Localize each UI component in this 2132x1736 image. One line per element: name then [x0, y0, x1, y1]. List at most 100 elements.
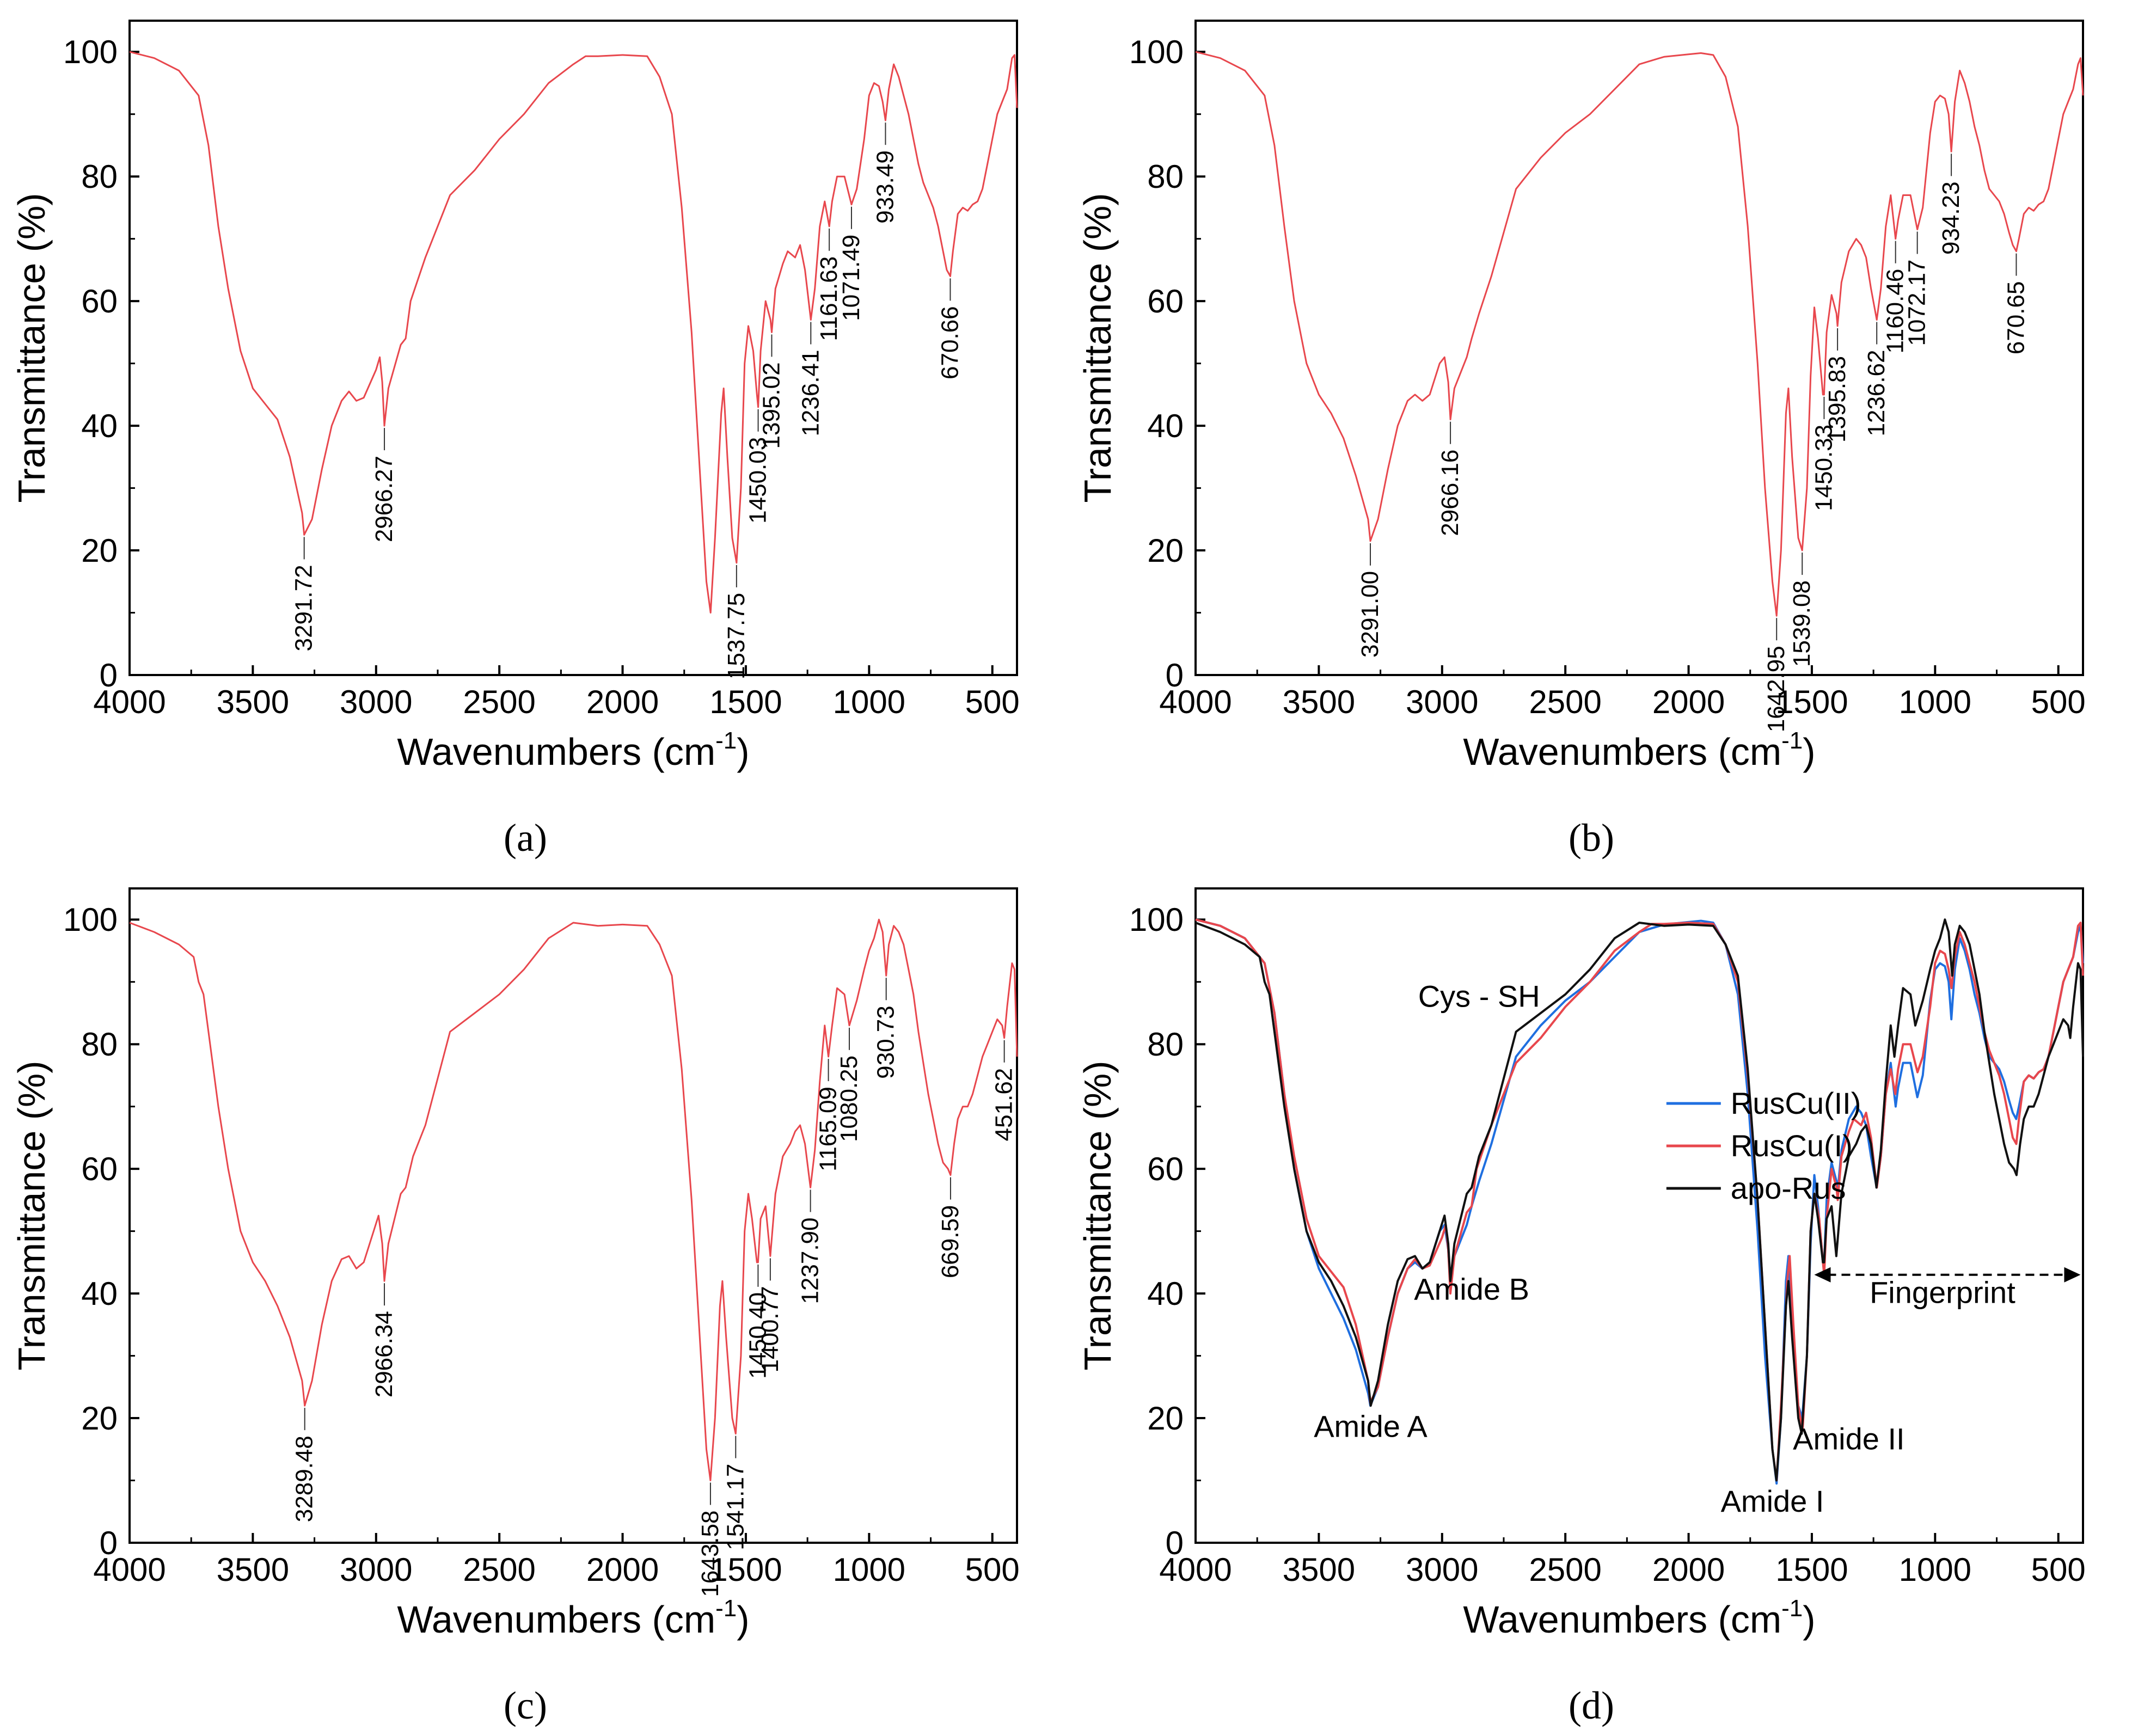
y-tick-label: 40 — [1147, 1275, 1184, 1312]
peak-label: 1071.49 — [838, 235, 865, 321]
caption-a: (a) — [504, 816, 547, 860]
series-line-0 — [1195, 51, 2084, 617]
x-tick-label: 500 — [2031, 1551, 2086, 1588]
ftir-chart-d: 4000 3500 3000 2500 2000 1500 1000 500 0 20 40 60 80… — [1076, 887, 2086, 1641]
x-tick-label: 3500 — [217, 1551, 289, 1588]
peak-label: 2966.16 — [1437, 450, 1463, 536]
peak-label: 1537.75 — [723, 593, 750, 679]
x-tick-label: 500 — [965, 1551, 1020, 1588]
series-line-ruscu-ii- — [1195, 918, 2084, 1485]
x-tick-label: 3000 — [1406, 684, 1478, 720]
band-label: Amide II — [1793, 1421, 1904, 1456]
x-axis-label: Wavenumbers (cm-1) — [1463, 1595, 1815, 1641]
ftir-chart-b: 4000 3500 3000 2500 2000 1500 1000 500 0 20 40 60 80… — [1076, 20, 2086, 773]
caption-d: (d) — [1569, 1684, 1614, 1727]
x-tick-label: 1000 — [833, 1551, 905, 1588]
series-line-0 — [129, 918, 1018, 1481]
ftir-chart-c: 4000 3500 3000 2500 2000 1500 1000 500 0 20 40 60 80… — [10, 887, 1020, 1641]
peak-label: 1161.63 — [816, 256, 842, 341]
peak-label: 933.49 — [872, 150, 898, 224]
peak-label: 1450.33 — [1810, 425, 1837, 511]
band-label: Amide I — [1721, 1484, 1824, 1518]
peak-label: 1395.83 — [1824, 356, 1851, 443]
x-tick-label: 4000 — [93, 684, 166, 720]
x-axis-label: Wavenumbers (cm-1) — [1463, 727, 1815, 773]
y-tick-label: 0 — [100, 1525, 118, 1561]
band-label: Amide B — [1414, 1272, 1529, 1306]
x-axis-label: Wavenumbers (cm-1) — [397, 727, 749, 773]
y-tick-label: 0 — [100, 657, 118, 694]
peak-label: 1643.58 — [697, 1511, 724, 1597]
peak-label: 1541.17 — [722, 1464, 749, 1550]
band-label: Cys - SH — [1418, 979, 1540, 1014]
peak-label: 1400.77 — [757, 1286, 783, 1372]
peak-label: 3291.72 — [291, 565, 317, 651]
legend-entry: RusCu(II) — [1731, 1086, 1861, 1120]
peak-label: 1450.03 — [745, 437, 771, 524]
peak-label: 934.23 — [1938, 181, 1964, 255]
series-line-apo-rus — [1195, 918, 2084, 1482]
band-label: Fingerprint — [1870, 1275, 2015, 1309]
legend-entry: apo-Rus — [1731, 1171, 1846, 1205]
x-tick-label: 2500 — [463, 684, 535, 720]
y-tick-label: 80 — [1147, 1026, 1184, 1063]
x-tick-label: 4000 — [1159, 684, 1232, 720]
peak-label: 2966.34 — [371, 1311, 397, 1397]
legend-entry: RusCu(I) — [1731, 1128, 1853, 1163]
y-axis-label: Transmittance (%) — [10, 193, 53, 502]
peak-label: 3291.00 — [1357, 571, 1383, 658]
x-tick-label: 500 — [2031, 684, 2086, 720]
y-tick-label: 100 — [1129, 901, 1184, 938]
peak-label: 1395.02 — [758, 362, 785, 449]
peak-label: 1236.62 — [1863, 349, 1890, 436]
peak-label: 1160.46 — [1882, 269, 1909, 354]
x-tick-label: 1500 — [1775, 1551, 1848, 1588]
y-tick-label: 100 — [63, 34, 118, 70]
y-tick-label: 100 — [63, 901, 118, 938]
x-tick-label: 1500 — [709, 1551, 782, 1588]
x-tick-label: 1000 — [1899, 1551, 1971, 1588]
x-tick-label: 4000 — [93, 1551, 166, 1588]
y-tick-label: 100 — [1129, 34, 1184, 70]
y-tick-label: 0 — [1166, 657, 1184, 694]
peak-label: 1072.17 — [1904, 259, 1931, 346]
y-tick-label: 20 — [81, 532, 118, 569]
plot-frame — [128, 887, 1018, 1544]
y-tick-label: 60 — [1147, 283, 1184, 320]
x-tick-label: 2500 — [463, 1551, 535, 1588]
x-tick-label: 1000 — [833, 684, 905, 720]
x-tick-label: 3500 — [1283, 684, 1355, 720]
x-tick-label: 3000 — [1406, 1551, 1478, 1588]
peak-label: 451.62 — [991, 1068, 1018, 1142]
peak-label: 1539.08 — [1788, 580, 1815, 667]
series-line-0 — [129, 51, 1018, 614]
band-label: Amide A — [1314, 1409, 1428, 1443]
y-tick-label: 60 — [81, 1151, 118, 1187]
x-tick-label: 3000 — [340, 1551, 412, 1588]
y-tick-label: 20 — [1147, 532, 1184, 569]
panel-b: 4000 3500 3000 2500 2000 1500 1000 500 0 20 40 60 80… — [1066, 0, 2132, 868]
arrow-head-left — [1814, 1267, 1831, 1283]
x-tick-label: 4000 — [1159, 1551, 1232, 1588]
peak-label: 669.59 — [937, 1205, 964, 1279]
x-axis-label: Wavenumbers (cm-1) — [397, 1595, 749, 1641]
caption-b: (b) — [1569, 816, 1614, 860]
peak-label: 670.65 — [2002, 281, 2029, 355]
peak-label: 930.73 — [873, 1005, 899, 1079]
y-tick-label: 80 — [81, 158, 118, 195]
y-axis-label: Transmittance (%) — [1076, 193, 1119, 502]
y-tick-label: 0 — [1166, 1525, 1184, 1561]
y-tick-label: 60 — [1147, 1151, 1184, 1187]
peak-label: 1450.40 — [744, 1292, 771, 1379]
x-tick-label: 2000 — [586, 1551, 659, 1588]
peak-label: 1237.90 — [797, 1217, 824, 1304]
peak-label: 3289.48 — [291, 1436, 318, 1522]
y-axis-label: Transmittance (%) — [10, 1060, 53, 1370]
x-tick-label: 3500 — [1283, 1551, 1355, 1588]
plot-frame — [1194, 20, 2084, 676]
y-tick-label: 20 — [81, 1400, 118, 1437]
ftir-chart-a: 4000 3500 3000 2500 2000 1500 1000 500 0 20 40 60 80… — [10, 20, 1020, 773]
y-tick-label: 40 — [1147, 408, 1184, 444]
arrow-head-right — [2064, 1267, 2081, 1283]
panel-d: 4000 3500 3000 2500 2000 1500 1000 500 0 20 40 60 80… — [1066, 868, 2132, 1735]
